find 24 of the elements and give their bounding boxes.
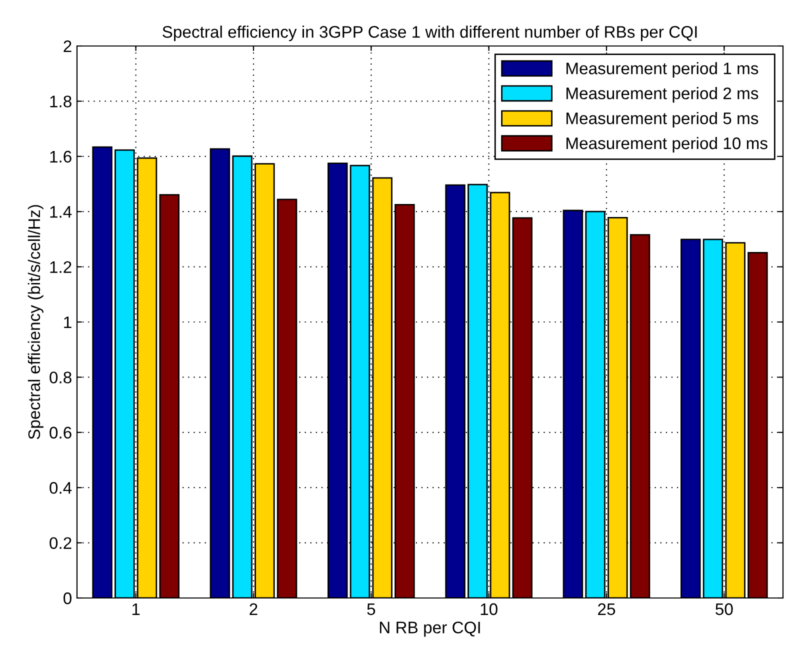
y-tick-label: 1.8 [50,96,72,108]
chart-title: Spectral efficiency in 3GPP Case 1 with different number of RBs per CQI [162,26,697,42]
x-axis-title: N RB per CQI [380,622,480,637]
y-tick-label: 2 [64,40,72,52]
legend-label: Measurement period 2 ms [566,87,758,103]
x-tick-label: 25 [598,603,616,616]
y-axis-title: Spectral efficiency (bit/s/cell/Hz) [28,205,44,440]
y-tick-label: 1.4 [50,206,72,218]
y-tick-label: 0.2 [50,537,72,550]
y-tick-label: 0.6 [50,426,72,439]
y-tick-label: 1 [64,316,72,328]
y-tick-label: 0.4 [50,482,72,494]
x-tick-label: 1 [132,603,140,615]
y-tick-label: 1.6 [50,150,72,163]
y-tick-label: 1.2 [50,261,72,273]
x-tick-label: 5 [367,603,376,616]
x-tick-label: 2 [250,603,258,615]
y-tick-label: 0 [64,592,72,604]
y-tick-label: 0.8 [50,372,72,384]
legend-label: Measurement period 10 ms [566,136,768,152]
legend-label: Measurement period 1 ms [566,62,758,78]
x-tick-label: 10 [480,603,498,616]
x-tick-label: 50 [716,603,733,616]
legend-label: Measurement period 5 ms [566,112,758,128]
